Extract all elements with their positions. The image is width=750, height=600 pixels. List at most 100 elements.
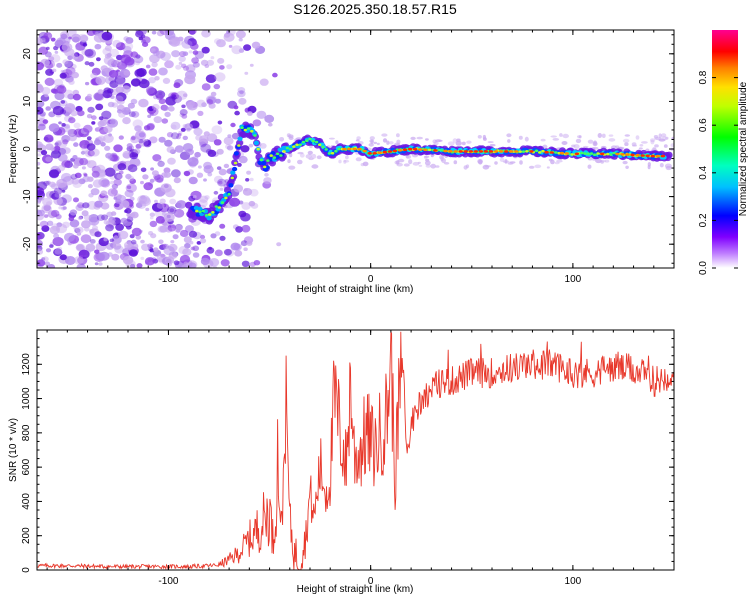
- noise-point: [68, 79, 75, 85]
- noise-point: [94, 231, 102, 238]
- noise-point: [44, 214, 49, 218]
- noise-point: [48, 169, 60, 178]
- noise-point: [463, 165, 468, 170]
- ridge-point: [327, 152, 332, 155]
- noise-point: [64, 232, 75, 242]
- noise-point: [37, 259, 46, 267]
- noise-point: [79, 249, 88, 258]
- noise-point: [226, 64, 233, 70]
- noise-point: [211, 125, 223, 135]
- noise-point: [51, 192, 60, 200]
- noise-point: [175, 223, 183, 231]
- noise-point: [50, 150, 62, 159]
- noise-point: [151, 30, 157, 35]
- noise-point: [70, 173, 78, 180]
- noise-point: [600, 160, 604, 164]
- noise-point: [287, 159, 291, 164]
- noise-point: [42, 256, 49, 262]
- noise-point: [210, 233, 217, 239]
- noise-point: [73, 197, 79, 203]
- noise-point: [73, 226, 78, 230]
- noise-point: [234, 110, 240, 116]
- x-tick-label: 0: [368, 274, 374, 285]
- ridge-point: [256, 147, 260, 151]
- noise-point: [424, 155, 430, 158]
- noise-point: [103, 220, 109, 225]
- noise-point: [179, 229, 189, 238]
- noise-point: [130, 136, 136, 141]
- noise-point: [56, 85, 67, 94]
- noise-point: [206, 99, 214, 105]
- noise-point: [214, 72, 226, 82]
- noise-point: [441, 158, 446, 164]
- noise-point: [38, 197, 43, 201]
- ridge-point: [514, 150, 519, 153]
- noise-point: [328, 137, 335, 140]
- noise-point: [665, 136, 669, 140]
- noise-point: [74, 172, 82, 179]
- noise-point: [88, 216, 100, 226]
- colorbar-tick-label: 0.4: [698, 165, 709, 179]
- noise-point: [179, 254, 191, 264]
- noise-point: [213, 139, 222, 146]
- noise-point: [146, 87, 158, 97]
- noise-point: [37, 212, 42, 216]
- noise-point: [170, 132, 180, 140]
- noise-point: [279, 137, 285, 142]
- ridge-point: [318, 143, 322, 146]
- ridge-point: [272, 156, 277, 159]
- noise-point: [129, 234, 135, 239]
- noise-point: [62, 147, 71, 155]
- noise-point: [87, 184, 93, 189]
- noise-point: [424, 160, 431, 166]
- noise-point: [218, 168, 227, 176]
- noise-point: [559, 133, 563, 137]
- noise-point: [170, 121, 181, 130]
- noise-point: [120, 217, 128, 224]
- noise-point: [396, 133, 400, 138]
- noise-point: [582, 145, 589, 149]
- noise-point: [107, 101, 115, 108]
- ridge-point: [305, 139, 309, 142]
- noise-point: [73, 122, 81, 129]
- noise-point: [181, 104, 186, 109]
- noise-point: [186, 101, 198, 111]
- ridge-point: [544, 150, 549, 154]
- noise-point: [173, 260, 180, 266]
- noise-point: [112, 242, 122, 250]
- noise-point: [158, 136, 166, 143]
- noise-point: [140, 256, 145, 260]
- noise-point: [193, 127, 203, 136]
- ridge-point: [330, 151, 335, 155]
- y-tick-label: 1200: [21, 353, 32, 376]
- noise-point: [343, 159, 347, 164]
- noise-point: [192, 245, 200, 252]
- ridge-point: [525, 150, 529, 153]
- noise-point: [238, 97, 247, 105]
- noise-point: [169, 37, 181, 47]
- noise-point: [86, 93, 92, 98]
- ridge-point: [230, 176, 234, 180]
- noise-point: [185, 148, 194, 156]
- noise-point: [94, 43, 102, 50]
- ridge-point: [407, 147, 413, 151]
- noise-point: [94, 262, 99, 266]
- noise-point: [130, 78, 141, 87]
- ridge-point: [259, 158, 264, 162]
- noise-point: [373, 141, 378, 145]
- noise-point: [206, 133, 218, 143]
- noise-point: [102, 90, 113, 99]
- noise-point: [131, 111, 140, 118]
- noise-point: [452, 138, 458, 143]
- noise-point: [253, 260, 261, 266]
- y-tick-label: -10: [22, 189, 33, 204]
- noise-point: [67, 55, 73, 61]
- noise-point: [207, 96, 216, 104]
- noise-point: [226, 30, 231, 34]
- noise-point: [151, 170, 159, 177]
- noise-point: [141, 36, 151, 44]
- noise-point: [608, 138, 616, 142]
- noise-point: [52, 105, 64, 116]
